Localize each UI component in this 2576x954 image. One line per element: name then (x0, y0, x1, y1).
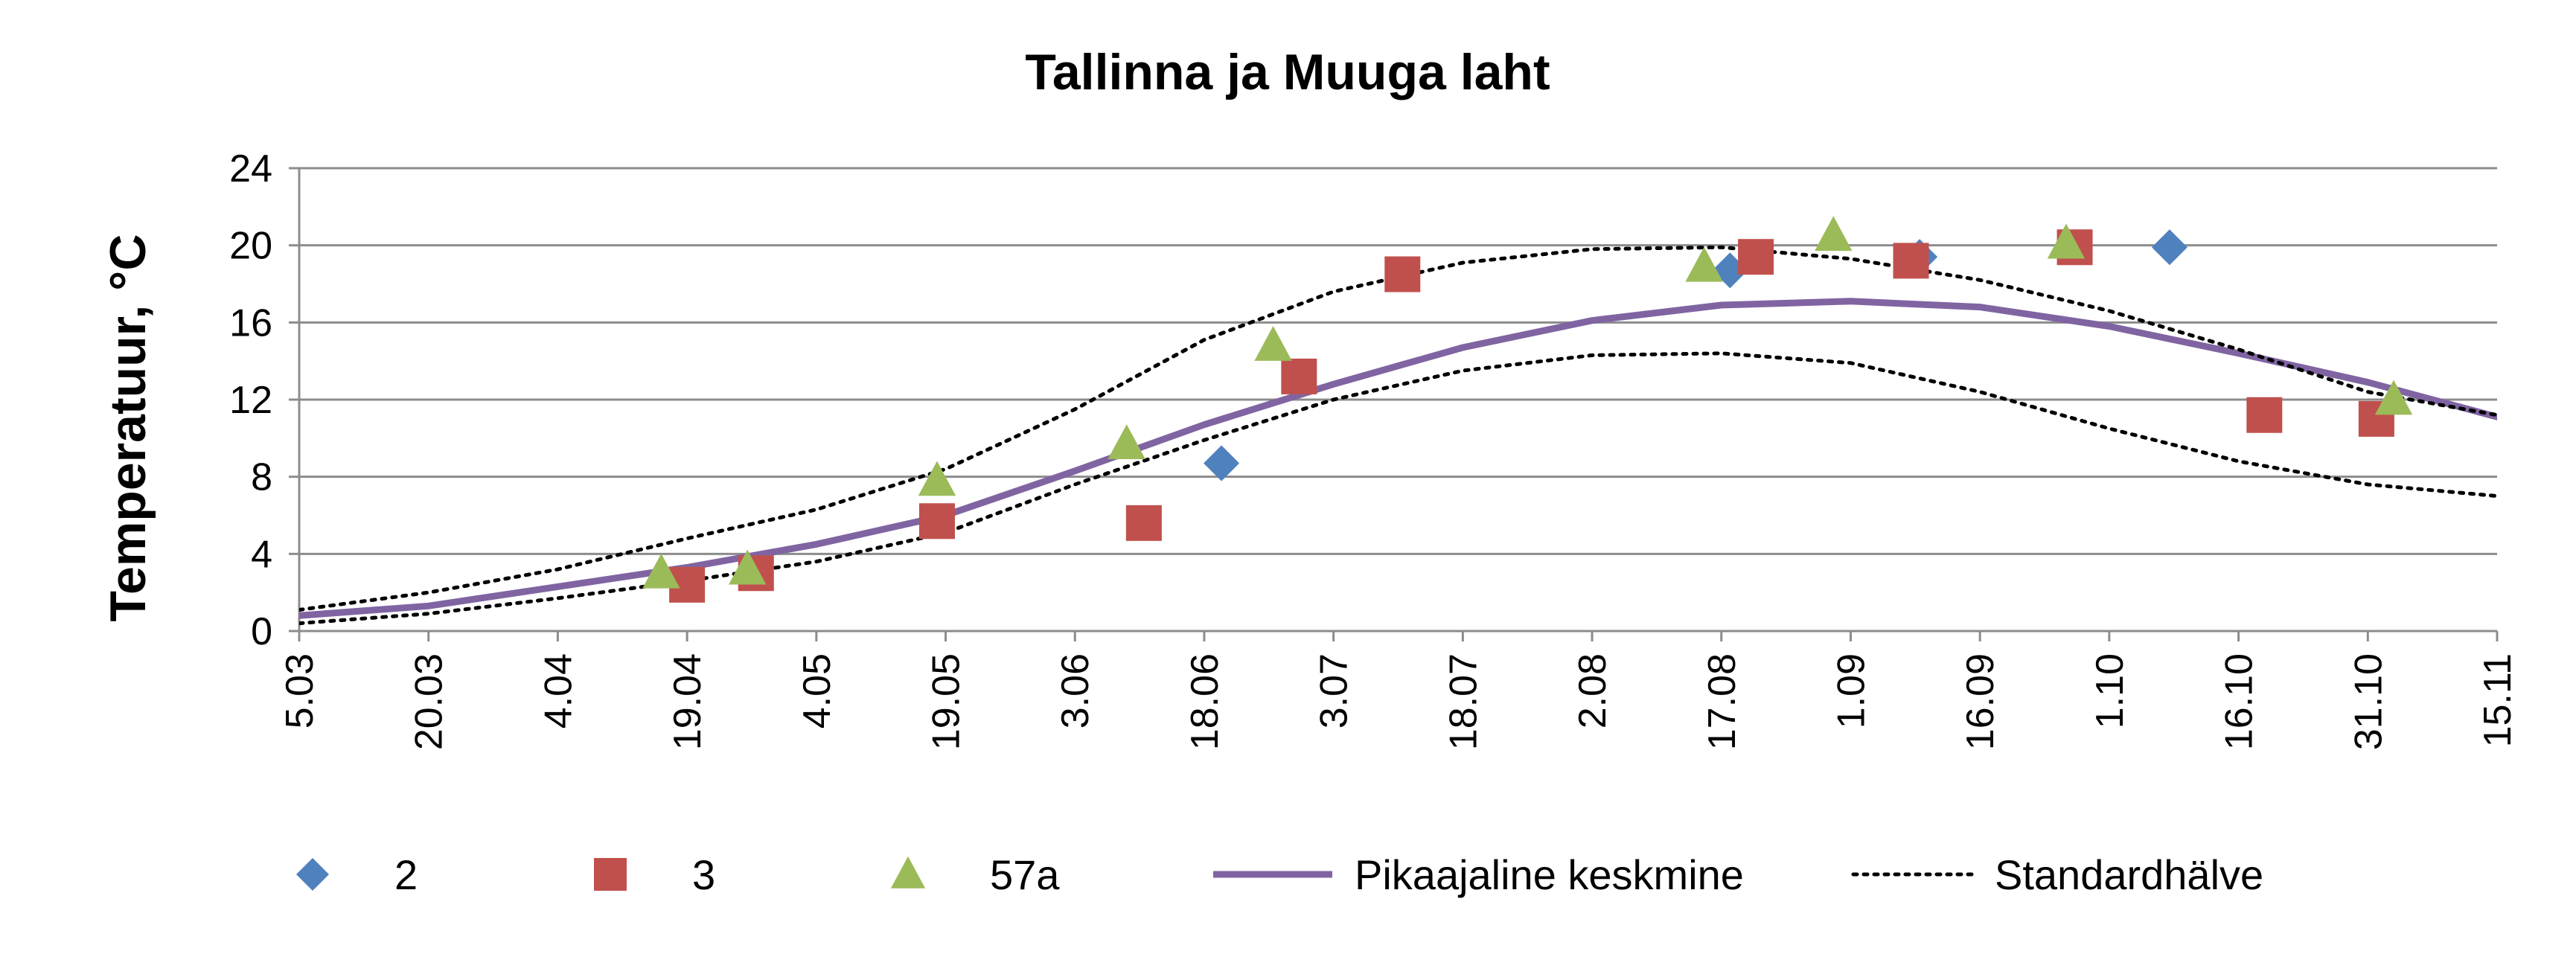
point-series-57a (1685, 246, 1723, 282)
legend-item-4: Pikaajaline keskmine (1213, 851, 1744, 898)
chart-title: Tallinna ja Muuga laht (1025, 44, 1550, 100)
series-line-std-upper (299, 245, 2497, 612)
x-tick-label: 20.03 (408, 653, 451, 750)
y-axis-label: Temperatuur, °C (100, 234, 156, 622)
point-series-2 (2151, 229, 2187, 266)
x-tick-label: 16.10 (2218, 653, 2261, 750)
legend-item-1: 2 (296, 851, 418, 898)
legend-label: Standardhälve (1995, 851, 2263, 898)
y-tick-label: 8 (251, 456, 272, 499)
x-tick-label: 19.04 (666, 653, 709, 750)
point-series-3 (918, 503, 955, 540)
point-series-57a (918, 461, 956, 496)
legend-label: Pikaajaline keskmine (1355, 851, 1744, 898)
x-tick-label: 18.06 (1183, 653, 1227, 750)
point-series-57a (728, 549, 767, 585)
legend-label: 2 (394, 851, 418, 898)
point-series-3 (1281, 358, 1317, 394)
legend-item-5: Standardhälve (1851, 851, 2263, 898)
point-series-57a (2047, 223, 2086, 259)
y-tick-label: 12 (229, 379, 272, 422)
point-series-57a (1108, 424, 1145, 460)
x-tick-label: 4.04 (537, 653, 580, 729)
y-tick-label: 24 (229, 147, 272, 191)
point-series-3 (1893, 243, 1929, 279)
point-series-3 (1384, 256, 1421, 292)
grid-layer (299, 167, 2497, 555)
point-series-57a (1815, 216, 1853, 252)
point-series-3 (1125, 505, 1162, 541)
legend-label: 3 (692, 851, 715, 898)
y-tick-label: 20 (229, 225, 272, 268)
x-tick-label: 2.08 (1571, 653, 1614, 729)
legend-item-3: 57a (890, 851, 1060, 898)
point-series-3 (1738, 239, 1774, 275)
x-tick-label: 19.05 (925, 653, 968, 750)
x-tick-label: 3.07 (1313, 653, 1356, 729)
y-tick-label: 0 (251, 610, 272, 653)
x-tick-label: 16.09 (1959, 653, 2002, 750)
x-tick-label: 17.08 (1701, 653, 1744, 750)
x-tick-label: 3.06 (1054, 653, 1097, 729)
x-tick-label: 1.10 (2088, 653, 2132, 729)
point-series-2 (1204, 445, 1240, 481)
x-tick-label: 31.10 (2347, 653, 2390, 750)
axis-layer: 0 4 8 12 16 20 24 5.03 20.03 4.04 19.04 4.05 19.05 3.… (229, 147, 2519, 750)
legend-item-2: 3 (594, 851, 715, 898)
x-tick-label: 18.07 (1442, 653, 1485, 750)
point-series-57a (1254, 326, 1292, 361)
y-tick-label: 16 (229, 301, 272, 345)
x-tick-label: 4.05 (796, 653, 839, 729)
legend: 2 3 57a Pikaajaline keskmine Standardhälve (296, 851, 2263, 898)
legend-swatch-marker (594, 858, 627, 891)
point-series-57a (642, 553, 680, 589)
point-series-3 (2246, 397, 2283, 433)
y-tick-label: 4 (251, 533, 272, 576)
series-line-std-lower (299, 351, 2497, 626)
x-tick-label: 5.03 (278, 653, 322, 729)
legend-swatch-marker (890, 856, 926, 889)
series-layer (299, 216, 2497, 626)
legend-swatch-marker (296, 858, 329, 891)
legend-label: 57a (990, 851, 1060, 898)
x-tick-label: 1.09 (1829, 653, 1873, 729)
series-line-mean (299, 298, 2497, 619)
point-series-57a (2374, 380, 2413, 415)
x-tick-label: 15.11 (2476, 653, 2519, 747)
